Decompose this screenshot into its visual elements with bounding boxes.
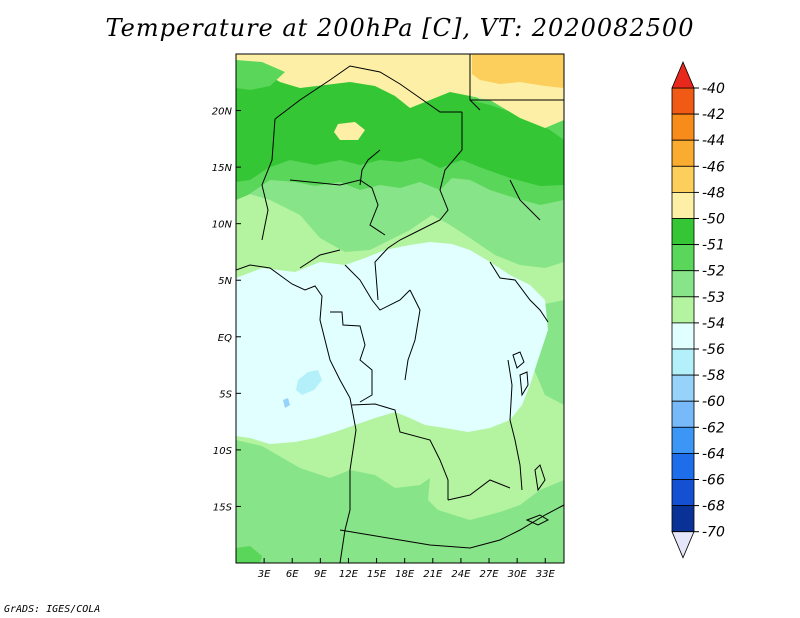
- field-minus-51-patch-b: [236, 60, 285, 90]
- x-axis-ticks: 3E 6E 9E 12E 15E 18E 21E 24E 27E 30E 33E: [258, 558, 556, 580]
- colorbar-label: -66: [702, 473, 725, 489]
- field-minus-51: [236, 54, 564, 186]
- field-minus-50-hole: [334, 122, 365, 140]
- colorbar-swatch: [671, 218, 695, 246]
- colorbar-swatch: [671, 452, 695, 480]
- x-tick-label: 21E: [423, 569, 443, 580]
- colorbar-top-triangle: [671, 60, 695, 89]
- field-minus-51-patch-a: [300, 90, 380, 120]
- field-minus-56-speck: [283, 398, 290, 408]
- x-tick-label: 30E: [508, 569, 528, 580]
- colorbar-label: -51: [702, 238, 725, 254]
- field-minus-54: [236, 242, 548, 444]
- temperature-field: [236, 54, 564, 563]
- map-frame: [235, 53, 565, 564]
- colorbar-label: -53: [702, 290, 725, 306]
- colorbar-swatch: [671, 296, 695, 324]
- field-minus-48: [472, 54, 564, 88]
- y-axis-ticks: 20N 15N 10N 5N EQ 5S 10S 15S: [212, 107, 241, 513]
- y-tick-label: EQ: [218, 333, 232, 344]
- x-tick-label: 33E: [536, 569, 556, 580]
- colorbar-swatch: [671, 374, 695, 402]
- colorbar-label: -46: [702, 159, 725, 175]
- colorbar-swatch: [671, 165, 695, 193]
- colorbar-swatch: [671, 139, 695, 167]
- field-minus-52-sw: [236, 546, 262, 563]
- colorbar-legend: -40 -42 -44 -46 -48 -50 -51 -52 -53 -54 -56 -58 -60 -…: [671, 60, 725, 559]
- colorbar-label: -70: [702, 525, 725, 541]
- x-tick-label: 18E: [395, 569, 415, 580]
- x-tick-label: 15E: [367, 569, 387, 580]
- colorbar-label: -48: [702, 185, 725, 201]
- colorbar-label: -60: [702, 394, 725, 410]
- colorbar-swatch: [671, 270, 695, 298]
- credit-text: GrADS: IGES/COLA: [4, 604, 101, 615]
- y-tick-label: 5N: [218, 276, 232, 287]
- colorbar-swatch: [671, 244, 695, 272]
- colorbar-label: -52: [702, 264, 725, 280]
- x-tick-label: 9E: [314, 569, 327, 580]
- y-tick-label: 15N: [212, 163, 233, 174]
- colorbar-label: -64: [702, 446, 725, 462]
- colorbar-swatch: [671, 479, 695, 507]
- colorbar-swatch: [671, 191, 695, 219]
- field-minus-56-patch: [296, 370, 322, 395]
- colorbar-label: -42: [702, 107, 725, 123]
- x-tick-label: 27E: [480, 569, 500, 580]
- colorbar-label: -68: [702, 499, 725, 515]
- y-tick-label: 10S: [213, 446, 233, 457]
- y-tick-label: 15S: [213, 502, 233, 513]
- colorbar-label: -54: [702, 316, 725, 332]
- colorbar-swatch: [671, 400, 695, 428]
- colorbar-swatch: [671, 322, 695, 350]
- x-tick-label: 24E: [451, 569, 471, 580]
- x-tick-label: 6E: [286, 569, 299, 580]
- country-boundaries: [236, 54, 564, 563]
- colorbar-bottom-triangle: [671, 531, 695, 559]
- colorbar-swatch: [671, 113, 695, 141]
- field-minus-53-south: [236, 440, 564, 563]
- map-title: Temperature at 200hPa [C], VT: 202008250…: [105, 14, 695, 42]
- colorbar-swatch: [671, 87, 695, 115]
- colorbar-label: -56: [702, 342, 725, 358]
- y-tick-label: 5S: [219, 389, 232, 400]
- colorbar-label: -44: [702, 133, 725, 149]
- y-tick-label: 20N: [212, 107, 233, 118]
- colorbar-swatch: [671, 505, 695, 533]
- colorbar-label: -40: [702, 81, 725, 97]
- colorbar-label: -50: [702, 212, 725, 228]
- colorbar-swatch: [671, 348, 695, 376]
- colorbar-swatch: [671, 426, 695, 454]
- x-tick-label: 12E: [339, 569, 359, 580]
- colorbar-label: -58: [702, 368, 725, 384]
- x-tick-label: 3E: [258, 569, 271, 580]
- lakes: [512, 351, 550, 526]
- colorbar-label: -62: [702, 420, 725, 436]
- y-tick-label: 10N: [212, 220, 233, 231]
